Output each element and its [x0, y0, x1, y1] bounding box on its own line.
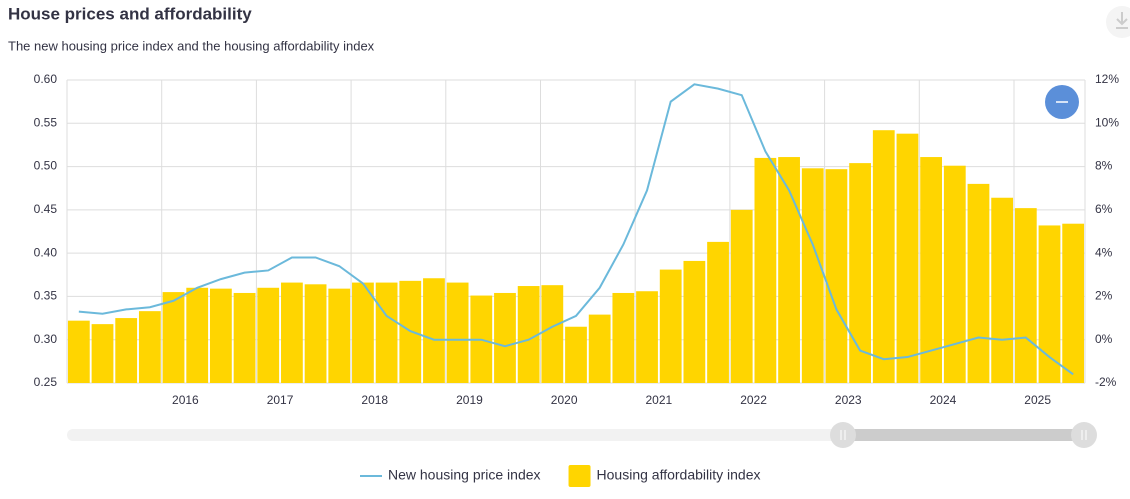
- y-tick-label: 0.35: [34, 289, 58, 303]
- y-tick-label: 0.45: [34, 202, 58, 216]
- bar: [730, 209, 753, 383]
- bar: [659, 269, 682, 383]
- bar: [186, 287, 209, 383]
- y-tick-label: 0.50: [34, 159, 58, 173]
- y-tick-label: 0.40: [34, 245, 58, 259]
- bar: [91, 324, 114, 383]
- y-tick-label: 0.25: [34, 375, 58, 389]
- bar: [541, 285, 564, 383]
- bar: [896, 133, 919, 383]
- bar: [991, 197, 1014, 383]
- x-tick-label: 2024: [930, 393, 957, 407]
- y2-tick-label: 2%: [1095, 289, 1113, 303]
- bar: [801, 168, 824, 383]
- y2-tick-label: 8%: [1095, 159, 1113, 173]
- x-tick-label: 2022: [740, 393, 767, 407]
- bar: [707, 241, 729, 383]
- y2-tick-label: 6%: [1095, 202, 1113, 216]
- bar: [778, 157, 800, 383]
- x-tick-label: 2018: [361, 393, 388, 407]
- bar: [423, 278, 445, 383]
- y2-tick-label: 10%: [1095, 115, 1119, 129]
- bar: [943, 165, 966, 383]
- bar: [683, 260, 706, 383]
- bar: [138, 311, 161, 383]
- x-tick-label: 2023: [835, 393, 862, 407]
- bar: [872, 130, 895, 383]
- bar: [494, 292, 516, 383]
- bar: [565, 326, 587, 383]
- y2-tick-label: -2%: [1095, 375, 1117, 389]
- bar: [446, 282, 469, 383]
- bar: [1014, 208, 1037, 383]
- chart-title: House prices and affordability: [8, 4, 252, 23]
- x-tick-label: 2016: [172, 393, 199, 407]
- bar: [517, 286, 540, 383]
- y-tick-label: 0.60: [34, 72, 58, 86]
- bar: [1038, 225, 1061, 383]
- legend-symbol: [568, 465, 591, 487]
- x-tick-label: 2017: [267, 393, 294, 407]
- x-tick-label: 2021: [646, 393, 673, 407]
- navigator[interactable]: [67, 422, 1097, 448]
- bar: [209, 288, 232, 383]
- bar: [328, 288, 351, 383]
- line: [78, 83, 1074, 376]
- x-tick-label: 2019: [456, 393, 483, 407]
- bar: [849, 163, 871, 383]
- y-tick-label: 0.30: [34, 332, 58, 346]
- collapse-button[interactable]: [1045, 85, 1079, 119]
- x-tick-label: 2020: [551, 393, 578, 407]
- bar: [352, 282, 374, 383]
- bar: [281, 282, 303, 383]
- bar: [1062, 223, 1085, 383]
- bar: [115, 318, 138, 383]
- bar: [825, 169, 848, 383]
- bar: [304, 284, 327, 383]
- download-button[interactable]: [1106, 6, 1130, 38]
- y2-tick-label: 0%: [1095, 332, 1113, 346]
- bar: [233, 292, 256, 383]
- bar: [754, 157, 777, 383]
- chart-subtitle: The new housing price index and the hous…: [8, 38, 375, 53]
- legend-label[interactable]: New housing price index: [388, 467, 541, 483]
- legend-label[interactable]: Housing affordability index: [597, 467, 761, 483]
- bar: [257, 287, 280, 383]
- bar: [967, 183, 990, 383]
- bar: [67, 320, 90, 383]
- x-tick-label: 2025: [1024, 393, 1051, 407]
- y2-tick-label: 4%: [1095, 245, 1113, 259]
- bar: [920, 157, 943, 383]
- bar: [612, 292, 635, 383]
- y2-tick-label: 12%: [1095, 72, 1119, 86]
- bar: [162, 292, 185, 383]
- y-tick-label: 0.55: [34, 115, 58, 129]
- bar: [636, 291, 658, 383]
- bar: [375, 282, 398, 383]
- bar: [588, 314, 611, 383]
